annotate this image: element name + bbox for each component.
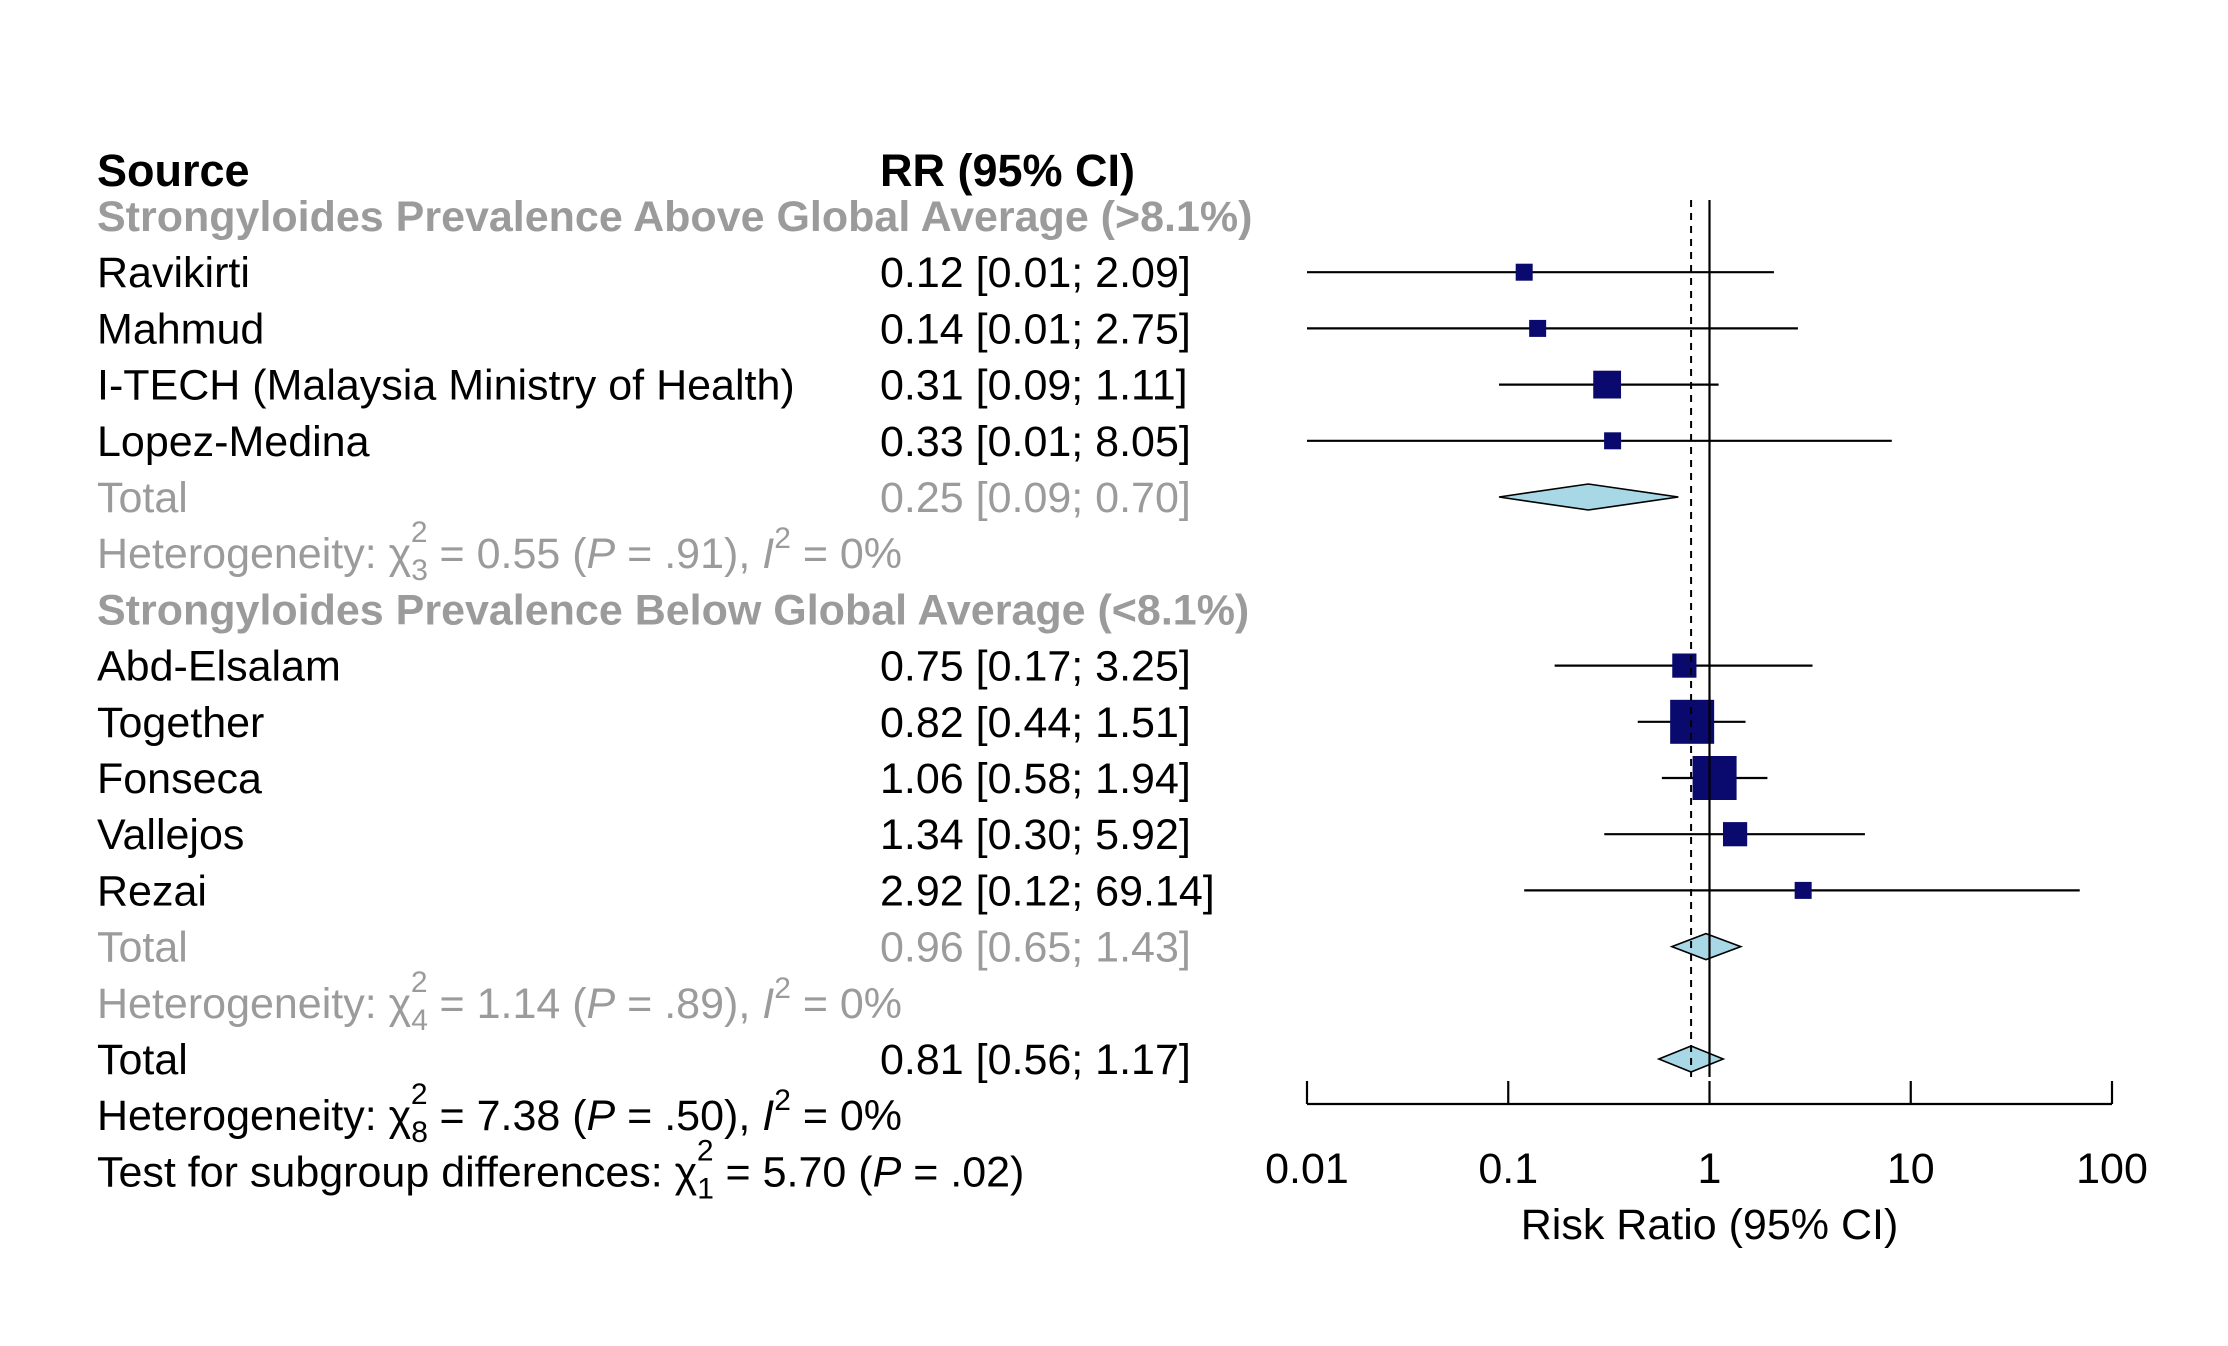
study-estimate-text: 1.34 [0.30; 5.92] — [880, 811, 1191, 859]
study-marker — [1672, 653, 1697, 678]
study-estimate-text: 2.92 [0.12; 69.14] — [880, 867, 1215, 915]
study-marker — [1692, 756, 1737, 800]
study-label: Vallejos — [97, 811, 244, 859]
total-estimate-text: 0.96 [0.65; 1.43] — [880, 924, 1191, 972]
subgroup-diamond — [1669, 932, 1744, 961]
study-label: Abd-Elsalam — [97, 643, 341, 691]
study-estimate-text: 0.12 [0.01; 2.09] — [880, 249, 1191, 297]
study-label: Lopez-Medina — [97, 418, 370, 466]
plot-area — [1307, 200, 2080, 1077]
study-estimate-text: 1.06 [0.58; 1.94] — [880, 755, 1191, 803]
x-tick-label: 1 — [1698, 1145, 1722, 1193]
study-label: Rezai — [97, 867, 207, 915]
x-axis-label: Risk Ratio (95% CI) — [1521, 1201, 1899, 1249]
heterogeneity-stat: Heterogeneity: χ42 = 1.14 (P = .89), I2 … — [97, 966, 902, 1037]
study-estimate-text: 0.82 [0.44; 1.51] — [880, 699, 1191, 747]
study-marker — [1670, 699, 1715, 744]
x-tick-label: 0.1 — [1478, 1145, 1538, 1193]
study-marker — [1794, 881, 1812, 899]
effect-column-header: RR (95% CI) — [880, 145, 1135, 196]
total-label: Total — [97, 1036, 188, 1084]
total-estimate-text: 0.25 [0.09; 0.70] — [880, 474, 1191, 522]
total-estimate-text: 0.81 [0.56; 1.17] — [880, 1036, 1191, 1084]
study-label: Ravikirti — [97, 249, 250, 297]
study-marker — [1722, 822, 1748, 847]
subgroup-diamond — [1498, 483, 1679, 511]
total-label: Total — [97, 924, 188, 972]
rows-layer: Strongyloides Prevalence Above Global Av… — [97, 193, 1252, 1205]
subgroup-heading: Strongyloides Prevalence Below Global Av… — [97, 586, 1249, 634]
x-axis: 0.01 0.1 1 10 100 Risk Ratio (95% CI) — [1265, 1081, 2148, 1249]
study-label: I-TECH (Malaysia Ministry of Health) — [97, 362, 795, 410]
x-tick-label: 0.01 — [1265, 1145, 1349, 1193]
source-column-header: Source — [97, 145, 250, 196]
total-label: Total — [97, 474, 188, 522]
study-estimate-text: 0.14 [0.01; 2.75] — [880, 305, 1191, 353]
study-marker — [1529, 319, 1547, 337]
study-label: Together — [97, 699, 264, 747]
study-estimate-text: 0.31 [0.09; 1.11] — [880, 362, 1188, 410]
study-estimate-text: 0.75 [0.17; 3.25] — [880, 643, 1191, 691]
x-tick-label: 100 — [2076, 1145, 2148, 1193]
heterogeneity-stat: Heterogeneity: χ82 = 7.38 (P = .50), I2 … — [97, 1078, 902, 1149]
heterogeneity-stat: Heterogeneity: χ32 = 0.55 (P = .91), I2 … — [97, 516, 902, 587]
x-tick-label: 10 — [1887, 1145, 1935, 1193]
study-label: Mahmud — [97, 305, 264, 353]
study-marker — [1593, 370, 1622, 399]
study-estimate-text: 0.33 [0.01; 8.05] — [880, 418, 1191, 466]
study-marker — [1604, 432, 1622, 450]
subgroup-heading: Strongyloides Prevalence Above Global Av… — [97, 193, 1252, 241]
study-label: Fonseca — [97, 755, 262, 803]
study-marker — [1515, 263, 1533, 281]
subgroup-test-stat: Test for subgroup differences: χ12 = 5.7… — [97, 1134, 1024, 1205]
